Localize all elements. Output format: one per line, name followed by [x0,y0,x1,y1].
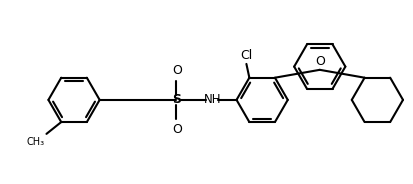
Text: O: O [172,64,182,77]
Text: Cl: Cl [240,49,252,62]
Text: CH₃: CH₃ [26,137,44,147]
Text: S: S [171,93,180,106]
Text: O: O [314,55,324,68]
Text: O: O [172,123,182,136]
Text: NH: NH [204,93,221,106]
